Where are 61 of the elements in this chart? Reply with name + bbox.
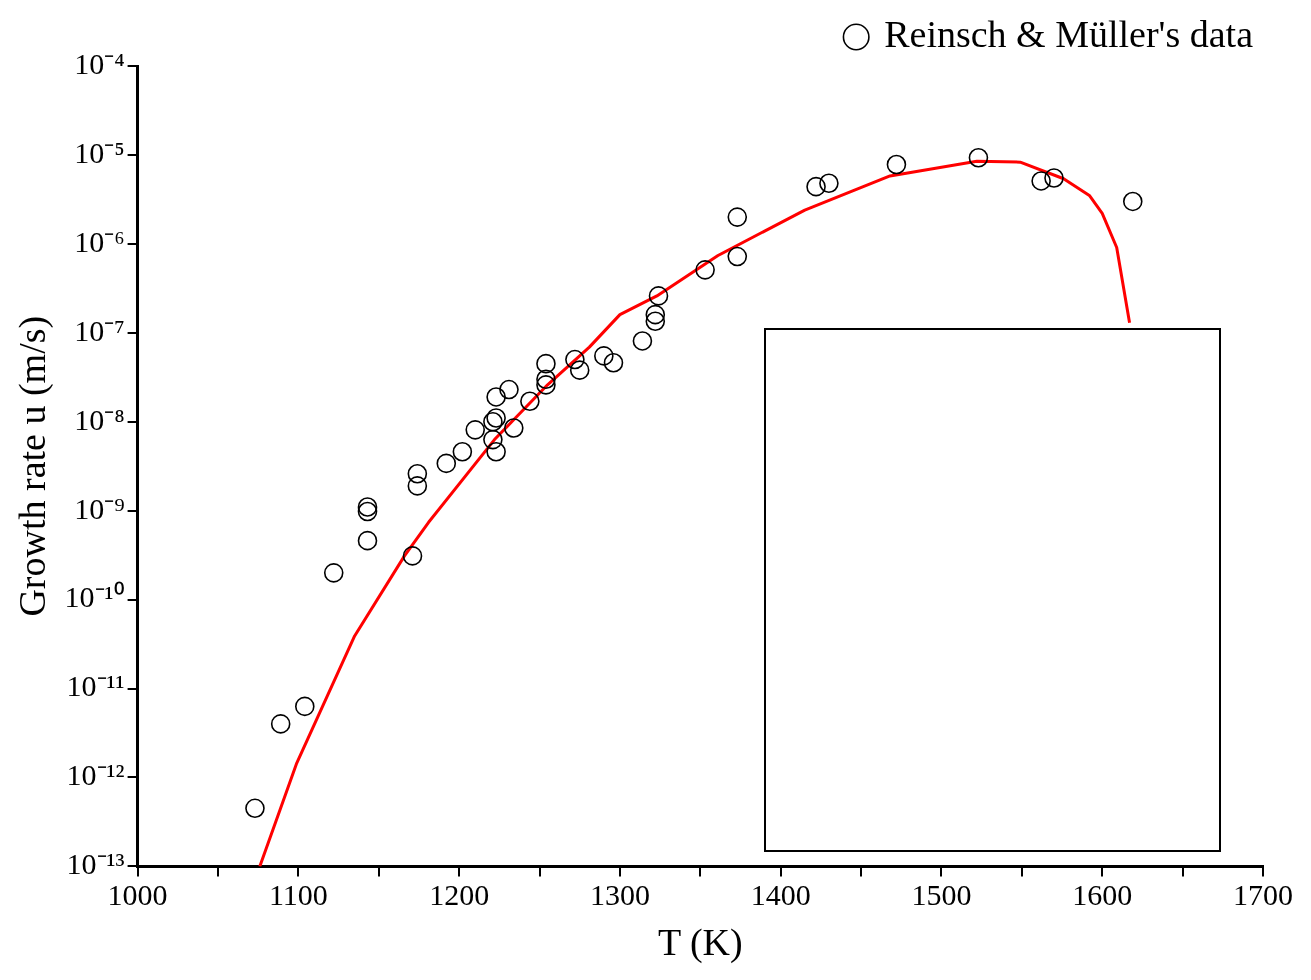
x-tick-label: 1100 — [268, 878, 328, 912]
point — [645, 311, 666, 332]
x-tick-label: 1300 — [589, 878, 650, 912]
x-axis-title: T (K) — [657, 921, 743, 965]
point — [357, 530, 378, 551]
x-tick-label: 1600 — [1072, 878, 1133, 912]
point — [486, 441, 506, 462]
point — [499, 379, 519, 400]
point — [270, 714, 291, 734]
point — [886, 154, 907, 175]
point — [452, 441, 473, 462]
point — [695, 260, 715, 280]
point — [520, 391, 540, 412]
y-axis-title: Growth rate u (m/s) — [10, 315, 54, 617]
y-tick-label: 10⁻⁴ — [74, 46, 125, 80]
point — [323, 563, 344, 583]
point — [727, 246, 748, 267]
y-tick-label: 10⁻¹² — [66, 758, 125, 792]
point — [465, 420, 486, 440]
point — [819, 173, 839, 194]
point — [968, 147, 989, 168]
point — [632, 331, 653, 351]
y-tick-label: 10⁻⁵ — [74, 135, 125, 169]
point — [407, 463, 428, 484]
x-tick-label: 1000 — [107, 878, 168, 912]
point — [357, 497, 378, 517]
point — [402, 546, 423, 566]
point — [407, 476, 428, 496]
point — [504, 418, 524, 438]
point — [536, 353, 556, 374]
y-tick-label: 10⁻⁷ — [74, 313, 125, 347]
y-tick-label: 10⁻⁶ — [74, 224, 125, 258]
point — [594, 346, 614, 366]
point — [1122, 191, 1143, 212]
x-tick-label: 1500 — [911, 878, 972, 912]
point — [436, 453, 457, 474]
point — [645, 304, 666, 325]
point — [483, 429, 503, 450]
point — [486, 387, 506, 407]
point — [603, 352, 624, 373]
point — [245, 798, 265, 819]
y-tick-label: 10⁻⁸ — [74, 402, 125, 436]
y-tick-label: 10⁻¹⁰ — [64, 580, 125, 614]
x-tick-label: 1400 — [750, 878, 811, 912]
point — [1031, 171, 1051, 191]
y-tick-label: 10⁻⁹ — [74, 491, 125, 525]
legend-label: Reinsch & Müller's data — [884, 12, 1254, 55]
point — [569, 360, 590, 380]
x-tick-label: 1200 — [429, 878, 490, 912]
x-tick-label: 1700 — [1233, 878, 1293, 912]
point — [565, 349, 585, 370]
point — [357, 501, 378, 522]
point — [806, 176, 826, 197]
y-tick-label: 10⁻¹³ — [66, 847, 125, 881]
y-tick-label: 10⁻¹¹ — [66, 669, 125, 703]
point — [295, 696, 315, 717]
point — [536, 369, 556, 390]
point — [536, 375, 556, 395]
point — [727, 207, 748, 227]
point — [1044, 168, 1064, 188]
point — [648, 286, 669, 306]
